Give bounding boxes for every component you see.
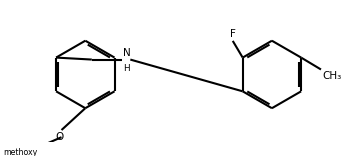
Text: CH₃: CH₃ <box>322 71 342 81</box>
Text: F: F <box>230 29 236 39</box>
Text: N: N <box>123 48 131 58</box>
Text: O: O <box>55 132 64 142</box>
Text: methoxy: methoxy <box>4 148 38 156</box>
Text: H: H <box>123 64 130 73</box>
